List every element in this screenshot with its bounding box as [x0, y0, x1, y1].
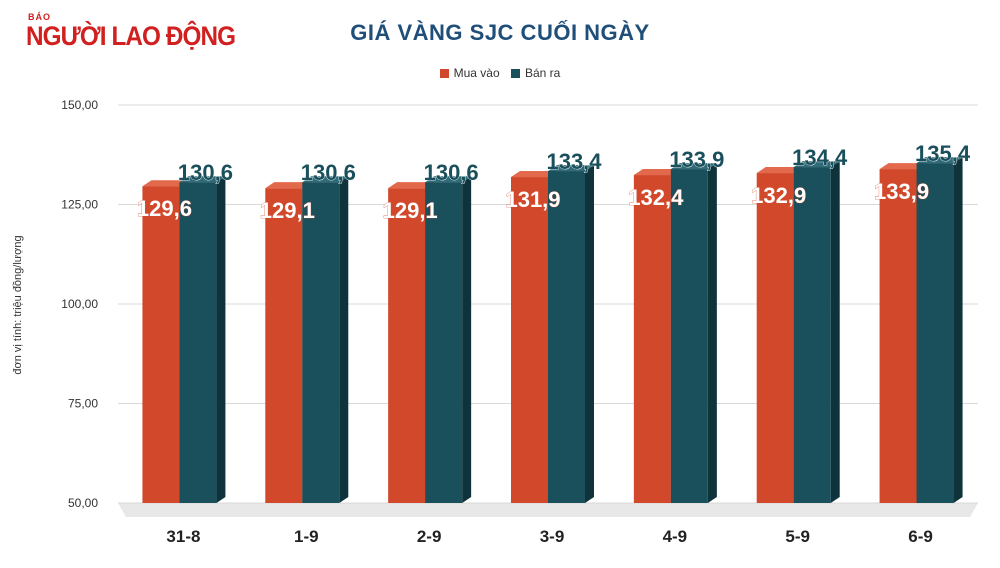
bar — [548, 171, 585, 503]
bar-top — [670, 163, 717, 170]
bar — [142, 186, 180, 503]
x-tick-label: 2-9 — [417, 527, 442, 546]
data-label: 129,1 — [260, 198, 315, 223]
data-label: 133,4 — [546, 149, 602, 174]
bar-top — [388, 182, 435, 189]
bar-top — [633, 169, 680, 176]
bar — [425, 182, 463, 503]
bar-side — [953, 157, 963, 503]
bar — [633, 175, 671, 503]
x-tick-label: 31-8 — [166, 527, 200, 546]
bar — [916, 163, 954, 503]
bar — [670, 169, 708, 503]
bar-side — [585, 165, 594, 503]
bar-top — [879, 163, 926, 170]
legend-item-sell: Bán ra — [511, 66, 560, 80]
bar-top — [302, 176, 349, 183]
newspaper-logo: BÁO NGƯỜI LAO ĐỘNG — [26, 12, 236, 56]
bar-top — [142, 180, 189, 187]
bar-top — [265, 182, 312, 189]
data-label: 129,6 — [137, 196, 192, 221]
y-tick-label: 125,00 — [61, 198, 98, 212]
data-label: 130,6 — [424, 160, 479, 185]
bar — [756, 173, 794, 504]
data-label: 134,4 — [792, 145, 848, 170]
data-label: 131,9 — [505, 187, 560, 212]
data-label: 132,9 — [751, 183, 806, 208]
legend-item-buy: Mua vào — [439, 66, 500, 80]
bar-top — [548, 165, 594, 172]
chart-floor — [118, 503, 978, 517]
bar-side — [830, 161, 840, 503]
x-tick-label: 5-9 — [785, 527, 810, 546]
data-label: 133,9 — [874, 179, 929, 204]
chart-title: GIÁ VÀNG SJC CUỐI NGÀY — [350, 20, 650, 45]
bar — [388, 188, 426, 503]
y-tick-label: 100,00 — [61, 297, 98, 311]
legend-label-buy: Mua vào — [453, 66, 500, 80]
data-label: 132,4 — [628, 185, 684, 210]
bar-top — [756, 167, 803, 174]
legend-label-sell: Bán ra — [525, 66, 561, 80]
data-label: 130,6 — [178, 160, 233, 185]
bar-top — [793, 161, 840, 168]
data-label: 135,4 — [915, 141, 971, 166]
bar-top — [511, 171, 557, 178]
bar — [302, 182, 340, 503]
y-tick-label: 50,00 — [68, 496, 98, 510]
bar — [793, 167, 831, 503]
x-tick-label: 6-9 — [908, 527, 933, 546]
bar-side — [462, 176, 472, 503]
x-tick-label: 3-9 — [540, 527, 565, 546]
bar-top — [425, 176, 472, 183]
legend-swatch-buy — [439, 68, 449, 78]
data-label: 133,9 — [669, 147, 724, 172]
chart-legend: Mua vào Bán ra — [0, 66, 1000, 81]
x-tick-label: 1-9 — [294, 527, 319, 546]
bar-top — [179, 176, 226, 183]
y-tick-label: 150,00 — [61, 98, 98, 112]
x-tick-label: 4-9 — [663, 527, 688, 546]
data-label: 129,1 — [383, 198, 438, 223]
bar-side — [339, 176, 349, 503]
bar — [179, 182, 217, 503]
y-tick-label: 75,00 — [68, 397, 98, 411]
bar — [265, 188, 303, 503]
legend-swatch-sell — [511, 68, 520, 78]
logo-name: NGƯỜI LAO ĐỘNG — [26, 21, 236, 51]
bar — [511, 177, 548, 503]
bar-side — [707, 163, 717, 503]
bar — [879, 169, 917, 503]
data-label: 130,6 — [301, 160, 356, 185]
bar-side — [216, 176, 226, 503]
logo-prefix: BÁO — [28, 12, 51, 22]
bar-top — [916, 157, 963, 164]
